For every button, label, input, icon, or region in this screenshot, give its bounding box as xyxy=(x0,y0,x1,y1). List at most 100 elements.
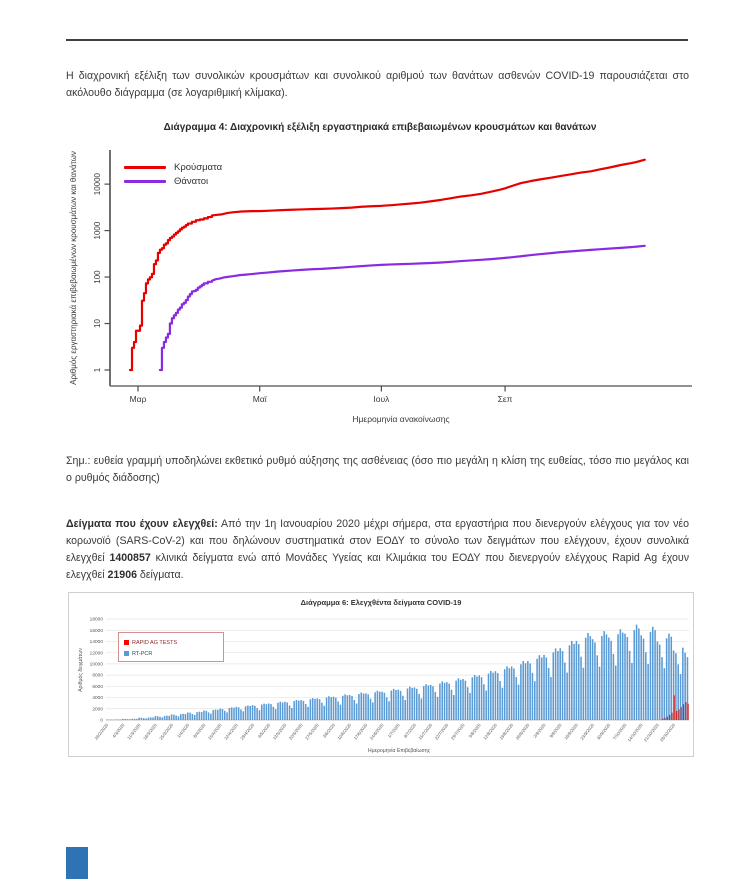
rtpcr-bar xyxy=(656,641,659,720)
rtpcr-bar xyxy=(277,702,279,720)
rtpcr-bar xyxy=(619,629,622,720)
chart-samples-title: Διάγραμμα 6: Ελεγχθέντα δείγματα COVID-1… xyxy=(300,598,462,607)
rtpcr-bar xyxy=(420,698,423,720)
rtpcr-bar xyxy=(492,672,494,720)
rtpcr-bar xyxy=(376,690,379,720)
rtpcr-bar xyxy=(640,635,642,720)
rtpcr-bar xyxy=(168,715,171,720)
rtpcr-bar xyxy=(163,715,166,720)
rtpcr-bar xyxy=(191,713,194,720)
rtpcr-bar xyxy=(557,651,559,720)
x-tick-label: 24/6/2020 xyxy=(369,722,385,741)
rtpcr-bar xyxy=(230,707,233,720)
rtpcr-bar xyxy=(240,709,242,720)
x-tick-label: 1/4/2020 xyxy=(176,722,191,739)
rapid-bar xyxy=(673,695,675,720)
rtpcr-bar xyxy=(293,701,295,720)
rtpcr-bar xyxy=(520,664,522,720)
rtpcr-bar xyxy=(594,642,596,720)
rtpcr-bar xyxy=(140,717,143,720)
rtpcr-bar xyxy=(527,661,529,720)
rtpcr-bar xyxy=(304,704,307,720)
rtpcr-bar xyxy=(281,702,284,720)
rtpcr-bar xyxy=(455,680,457,720)
rtpcr-bar xyxy=(621,632,624,720)
rtpcr-bar xyxy=(561,651,564,720)
rtpcr-bar xyxy=(462,679,464,720)
rtpcr-bar xyxy=(122,718,124,720)
rapid-bar xyxy=(662,718,664,720)
rtpcr-bar xyxy=(161,717,164,720)
chart-cases-deaths: Διάγραμμα 4: Διαχρονική εξέλιξη εργαστηρ… xyxy=(66,120,694,442)
samples-bar-chart: 0 2000 4000 6000 8000 10000 12000 14000 16000 180… xyxy=(77,617,689,754)
x-tick-label: 10/6/2020 xyxy=(336,722,352,741)
rtpcr-bar xyxy=(654,630,656,720)
rtpcr-bar xyxy=(457,678,460,720)
y-tick-label: 8000 xyxy=(92,673,103,679)
rtpcr-bar xyxy=(571,641,573,720)
rtpcr-bar xyxy=(221,708,224,720)
x-tick-label: 29/7/2020 xyxy=(450,722,466,741)
rtpcr-bar xyxy=(628,650,631,720)
rtpcr-bar xyxy=(603,631,605,720)
rtpcr-bar xyxy=(196,712,198,720)
rtpcr-bar xyxy=(547,667,550,720)
rtpcr-bar xyxy=(591,639,594,720)
rtpcr-bar xyxy=(631,662,633,720)
rtpcr-bar xyxy=(529,663,531,720)
rtpcr-bar xyxy=(411,687,413,720)
rtpcr-bar xyxy=(325,697,328,720)
rtpcr-bar xyxy=(432,686,434,720)
rtpcr-bar xyxy=(499,680,501,720)
rtpcr-bar xyxy=(145,718,147,720)
rtpcr-bar xyxy=(584,637,587,720)
legend-label-deaths: Θάνατοι xyxy=(174,175,209,187)
rtpcr-bar xyxy=(237,707,240,720)
x-tick-label: 26/8/2020 xyxy=(515,722,531,741)
rtpcr-bar xyxy=(302,700,305,720)
legend-label-rtpcr: RT-PCR xyxy=(132,650,153,657)
legend-item-rtpcr: RT-PCR xyxy=(124,648,223,659)
rtpcr-bar xyxy=(362,693,365,720)
rtpcr-bar xyxy=(665,638,668,720)
rtpcr-bar xyxy=(367,694,369,720)
rtpcr-bar xyxy=(466,687,469,720)
rtpcr-bar xyxy=(358,694,360,720)
rtpcr-bar xyxy=(469,692,471,720)
rtpcr-bar xyxy=(392,688,395,720)
rtpcr-bar xyxy=(601,635,603,720)
rtpcr-bar xyxy=(608,637,610,720)
note-paragraph: Σημ.: ευθεία γραμμή υποδηλώνει εκθετικό … xyxy=(66,455,689,484)
rtpcr-bar xyxy=(198,711,201,720)
rtpcr-bar xyxy=(265,704,268,720)
deaths-line-swatch xyxy=(124,179,166,183)
rtpcr-bar xyxy=(663,668,666,720)
rtpcr-bar xyxy=(186,712,189,720)
rtpcr-bar xyxy=(372,702,374,720)
rtpcr-bar xyxy=(247,705,249,720)
rtpcr-bar xyxy=(397,689,400,720)
rtpcr-bar xyxy=(233,707,235,720)
rtpcr-bar xyxy=(115,719,117,720)
rtpcr-bar xyxy=(422,686,425,720)
rtpcr-bar xyxy=(582,667,585,720)
rtpcr-bar xyxy=(330,697,332,720)
rtpcr-bar xyxy=(682,647,684,720)
intro-paragraph: Η διαχρονική εξέλιξη των συνολικών κρουσ… xyxy=(66,70,689,99)
rtpcr-bar xyxy=(575,640,578,720)
x-tick-label: 26/2/2020 xyxy=(94,722,110,741)
rtpcr-bar xyxy=(133,718,136,720)
rtpcr-bar xyxy=(143,718,145,720)
rtpcr-bar xyxy=(214,709,217,720)
y-tick-label: 1 xyxy=(93,367,102,372)
rtpcr-bar xyxy=(154,716,157,720)
rtpcr-bar xyxy=(321,702,323,720)
y-tick-label: 18000 xyxy=(90,617,104,623)
samples-seg1: Από την 1η Ιανουαρίου 2020 μέχρι σήμερα,… xyxy=(66,518,689,564)
rtpcr-bar xyxy=(254,705,256,720)
rtpcr-bar xyxy=(635,624,638,720)
rtpcr-bar xyxy=(672,650,675,720)
rapid-bar xyxy=(687,703,689,720)
rtpcr-bar xyxy=(203,710,205,720)
rtpcr-bar xyxy=(341,695,344,720)
